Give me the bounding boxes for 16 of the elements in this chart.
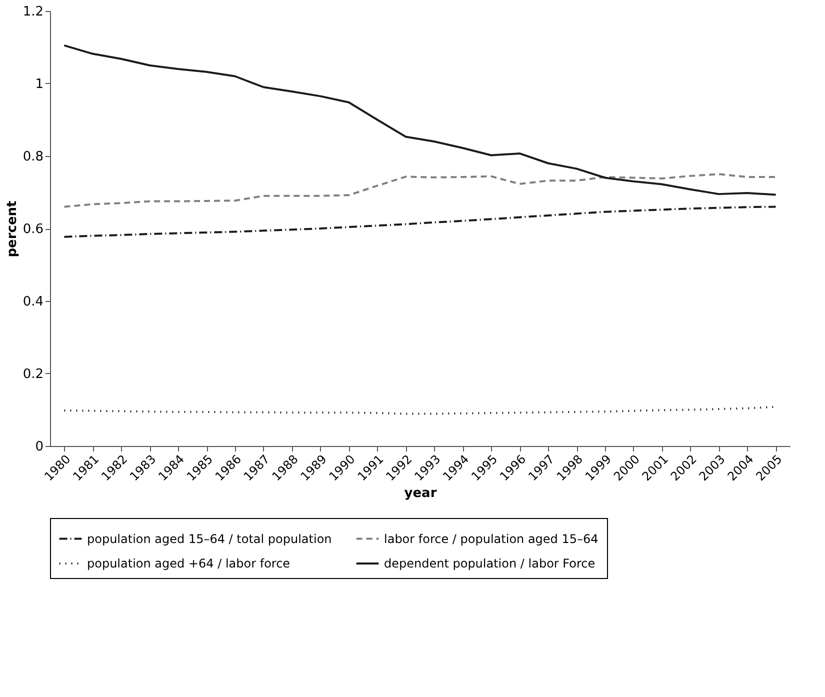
y-tick-label: 1 (35, 77, 44, 92)
legend-label: population aged +64 / labor force (87, 556, 290, 570)
y-tick-label: 0.4 (22, 294, 44, 310)
y-tick-label: 0.8 (22, 150, 44, 164)
x-axis-title: year (404, 486, 438, 501)
line-series (63, 173, 777, 208)
line-series (63, 44, 777, 196)
legend-label: population aged 15–64 / total population (87, 532, 332, 546)
line-series (63, 206, 777, 238)
y-tick-label: 1.2 (22, 4, 44, 20)
legend-label: dependent population / labor Force (384, 556, 596, 570)
y-tick-label: 0 (35, 440, 44, 454)
y-axis-title: percent (4, 200, 20, 258)
legend-label: labor force / population aged 15–64 (384, 532, 598, 546)
y-tick-label: 0.2 (22, 367, 44, 382)
y-tick-label: 0.6 (22, 222, 44, 237)
